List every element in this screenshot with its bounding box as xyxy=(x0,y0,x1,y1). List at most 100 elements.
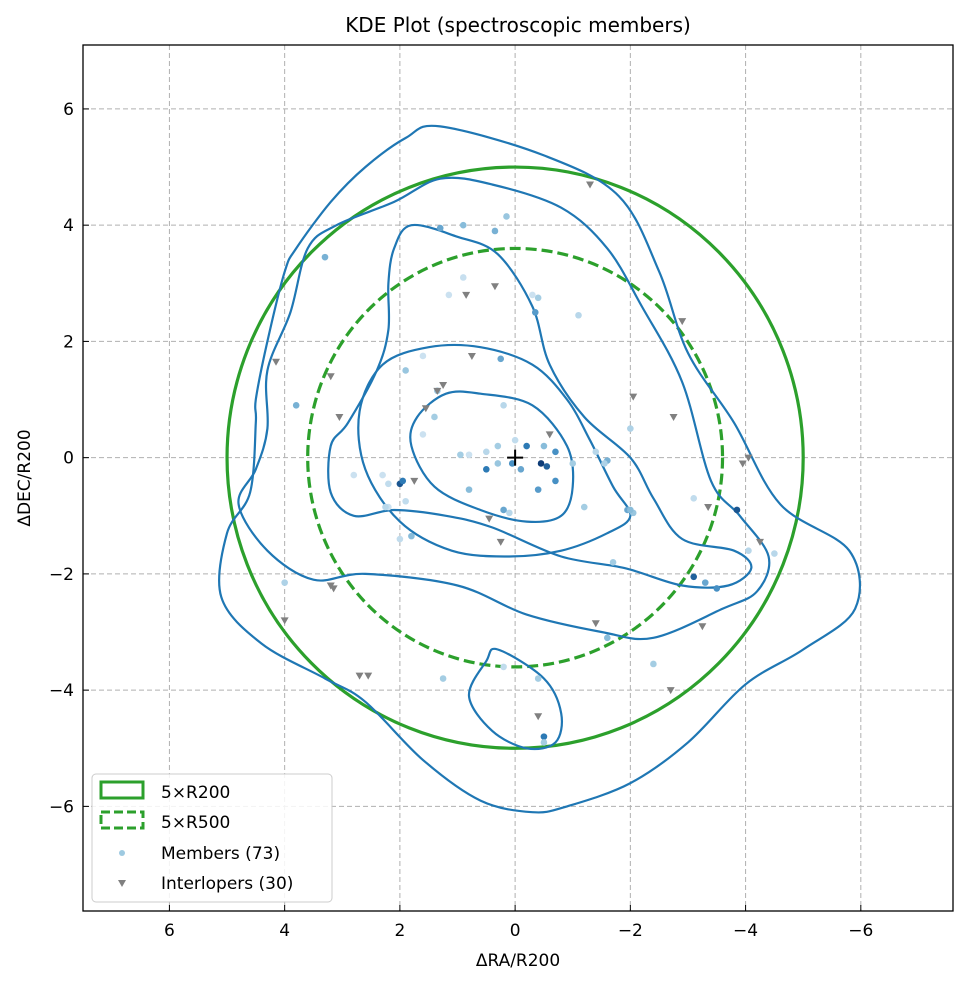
x-tick-label: 6 xyxy=(164,921,175,941)
member-point xyxy=(436,224,444,232)
member-point xyxy=(517,465,525,473)
interloper-point xyxy=(545,431,554,439)
member-point xyxy=(690,495,698,502)
member-point xyxy=(459,274,467,281)
member-point xyxy=(604,634,611,642)
member-point xyxy=(399,477,407,485)
interloper-point xyxy=(744,454,753,462)
center-plus-marker xyxy=(507,449,524,466)
kde-contour-level-4 xyxy=(357,343,632,558)
interloper-point xyxy=(534,713,543,721)
member-point xyxy=(733,506,741,514)
member-point xyxy=(650,660,657,668)
interloper-point xyxy=(364,672,373,680)
legend-label-r200: 5×R200 xyxy=(161,783,230,803)
y-tick-label: 2 xyxy=(63,332,74,352)
member-point xyxy=(292,402,300,409)
member-point xyxy=(465,451,473,459)
radius-circles xyxy=(225,165,805,750)
interloper-point xyxy=(326,373,335,381)
r200-circle xyxy=(225,165,805,750)
x-tick-label: 0 xyxy=(510,921,521,941)
y-tick-label: −4 xyxy=(49,681,74,701)
member-point xyxy=(531,309,539,316)
r500-circle xyxy=(306,246,725,669)
member-point xyxy=(569,460,577,467)
member-point xyxy=(350,471,358,479)
plot-frame xyxy=(82,44,954,912)
x-axis-title: ΔRA/R200 xyxy=(476,951,560,971)
x-tick-label: −2 xyxy=(618,921,643,941)
interloper-point xyxy=(755,538,764,546)
legend-label-r500: 5×R500 xyxy=(161,813,230,833)
member-point xyxy=(745,547,752,554)
plot-area xyxy=(218,124,862,814)
member-point xyxy=(508,460,516,467)
member-point xyxy=(382,503,389,511)
interloper-point xyxy=(591,620,600,628)
member-point xyxy=(500,402,507,409)
interloper-point xyxy=(335,413,344,421)
x-tick-label: −6 xyxy=(848,921,873,941)
interloper-point xyxy=(467,352,476,360)
member-point xyxy=(503,213,510,220)
legend-swatch-r200 xyxy=(99,780,145,800)
interloper-point xyxy=(329,585,338,593)
interloper-point xyxy=(433,387,442,395)
member-point xyxy=(575,311,582,319)
axis-ticks: 6 4 2 0 −2 −4 −6 6 4 2 0 −2 −4 −6 xyxy=(49,100,873,941)
legend-label-interlopers: Interlopers (30) xyxy=(161,874,293,894)
interloper-point xyxy=(698,623,707,631)
interloper-point xyxy=(485,515,494,523)
kde-contour-level-3 xyxy=(327,223,753,589)
member-point xyxy=(419,431,427,438)
member-point xyxy=(627,425,634,432)
member-point xyxy=(445,291,453,299)
kde-contour-level-6 xyxy=(467,647,564,751)
x-tick-label: 2 xyxy=(394,921,405,941)
member-point xyxy=(771,550,778,557)
kde-contour-level-1 xyxy=(218,124,862,814)
member-point xyxy=(483,465,490,473)
center-marker xyxy=(507,449,524,466)
member-point xyxy=(506,509,513,517)
kde-contour-level-5 xyxy=(409,390,575,524)
legend-box xyxy=(91,773,333,903)
member-point xyxy=(500,506,507,514)
member-point xyxy=(511,436,519,444)
legend-swatch-r500 xyxy=(99,810,145,830)
member-point xyxy=(459,221,467,229)
interloper-point xyxy=(410,477,419,485)
member-point xyxy=(379,471,386,479)
member-point xyxy=(483,448,490,456)
member-point xyxy=(523,442,530,450)
member-point xyxy=(494,460,502,467)
member-point xyxy=(439,675,447,682)
member-point xyxy=(540,442,548,450)
interloper-point xyxy=(704,504,713,512)
member-point xyxy=(457,451,464,459)
kde-contours xyxy=(218,124,862,814)
kde-contour-level-2 xyxy=(237,176,771,641)
member-point xyxy=(402,497,409,505)
y-axis-title: ΔDEC/R200 xyxy=(15,429,35,526)
interloper-point xyxy=(462,291,471,299)
interloper-point xyxy=(355,672,364,680)
member-point xyxy=(601,460,608,467)
legend: 5×R200 5×R500 Members (73) Interlopers (… xyxy=(91,773,333,903)
y-tick-label: 4 xyxy=(63,216,74,236)
interloper-point xyxy=(439,382,448,390)
member-point xyxy=(580,503,588,511)
x-tick-label: −4 xyxy=(733,921,758,941)
interloper-point xyxy=(421,405,430,413)
y-tick-label: −2 xyxy=(49,565,74,585)
legend-label-members: Members (73) xyxy=(161,844,280,864)
interloper-point xyxy=(490,283,499,291)
member-point xyxy=(609,558,617,566)
x-tick-label: 4 xyxy=(279,921,290,941)
member-point xyxy=(529,291,536,299)
chart-title: KDE Plot (spectroscopic members) xyxy=(345,13,691,37)
member-point xyxy=(701,579,709,586)
legend-swatch-interlopers xyxy=(118,880,126,887)
